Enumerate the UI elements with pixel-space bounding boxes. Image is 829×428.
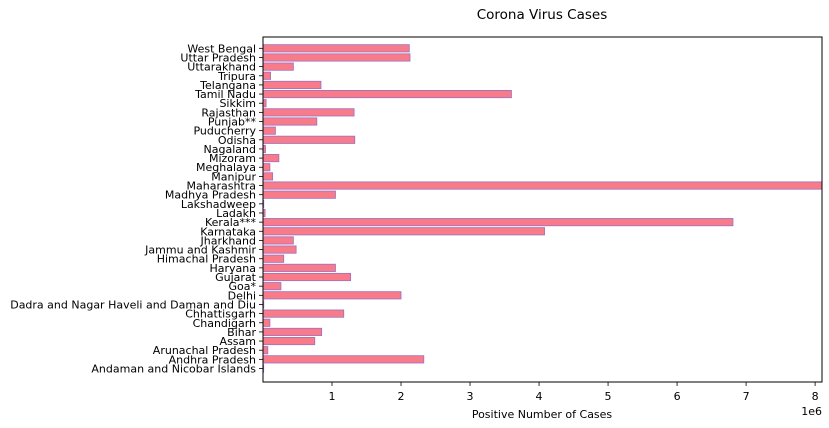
y-tick-label: Ladakh xyxy=(216,207,256,220)
y-tick-label: Bihar xyxy=(227,326,256,339)
bar xyxy=(262,172,274,181)
y-tick-label: Himachal Pradesh xyxy=(157,253,256,266)
x-axis-label: Positive Number of Cases xyxy=(472,408,613,421)
y-tick-label: Nagaland xyxy=(204,143,256,156)
bar xyxy=(262,318,271,327)
y-tick-label: West Bengal xyxy=(187,42,256,55)
x-tick-label: 3 xyxy=(467,390,474,403)
y-tick-label: Maharashtra xyxy=(187,180,257,193)
y-tick-label: Tamil Nadu xyxy=(194,88,256,101)
bar xyxy=(262,44,410,53)
y-tick-label: Jammu and Kashmir xyxy=(144,244,256,257)
y-tick-label: Assam xyxy=(220,335,256,348)
bar xyxy=(262,227,545,236)
x-tick-label: 5 xyxy=(605,390,612,403)
bar xyxy=(262,126,276,135)
chart-title: Corona Virus Cases xyxy=(477,7,608,23)
bar xyxy=(262,263,336,272)
y-tick-label: Uttarakhand xyxy=(187,61,256,74)
bar xyxy=(262,218,734,227)
y-tick-label: Puducherry xyxy=(193,125,256,138)
bar xyxy=(262,190,336,199)
bar xyxy=(262,89,512,99)
y-tick-label: Odisha xyxy=(218,134,256,147)
bar xyxy=(262,135,356,144)
plot-frame xyxy=(262,36,823,383)
x-tick-label: 8 xyxy=(812,390,819,403)
bar xyxy=(262,272,352,282)
y-tick-label: Gujarat xyxy=(215,271,257,284)
y-tick-label: Haryana xyxy=(210,262,257,275)
x-tick-label: 2 xyxy=(398,390,405,403)
y-tick-label: Rajasthan xyxy=(201,106,256,119)
y-tick-label: Arunachal Pradesh xyxy=(153,344,256,357)
bar xyxy=(262,163,271,172)
y-tick-label: Punjab** xyxy=(208,116,257,129)
y-tick-label: Chhattisgarh xyxy=(185,308,256,321)
x-tick-label: 1 xyxy=(329,390,336,403)
bar xyxy=(262,309,345,318)
y-tick-label: Mizoram xyxy=(209,152,256,165)
bar xyxy=(262,181,823,190)
bar xyxy=(262,154,280,163)
y-tick-label: Dadra and Nagar Haveli and Daman and Diu xyxy=(10,298,256,311)
y-tick-label: Karnataka xyxy=(200,225,256,238)
bar xyxy=(262,291,402,300)
y-tick-label: Kerala*** xyxy=(205,216,256,229)
y-tick-label: Sikkim xyxy=(219,97,256,110)
bar xyxy=(262,53,411,62)
bar xyxy=(262,355,425,364)
bar xyxy=(262,71,271,80)
bar xyxy=(262,245,297,254)
y-tick-label: Jharkhand xyxy=(199,234,256,247)
y-tick-label: Telangana xyxy=(199,79,256,92)
bar xyxy=(262,62,294,71)
bar xyxy=(262,254,285,263)
y-tick-label: Andhra Pradesh xyxy=(169,353,256,366)
bar xyxy=(262,108,355,117)
y-tick-label: Lakshadweep xyxy=(181,198,256,211)
bar xyxy=(262,80,322,89)
x-axis-offset-text: 1e6 xyxy=(801,405,822,418)
bar xyxy=(262,282,282,291)
x-axis-ticks: 1 2 3 4 5 6 7 8 xyxy=(329,382,819,403)
bars-group xyxy=(262,44,823,373)
x-tick-label: 4 xyxy=(536,390,543,403)
y-tick-label: Delhi xyxy=(228,289,256,302)
y-tick-label: Tripura xyxy=(217,70,256,83)
bar xyxy=(262,336,316,346)
y-tick-label: Andaman and Nicobar Islands xyxy=(91,363,256,376)
y-tick-label: Uttar Pradesh xyxy=(180,51,256,64)
y-tick-label: Meghalaya xyxy=(196,161,256,174)
y-tick-label: Chandigarh xyxy=(193,317,256,330)
x-tick-label: 6 xyxy=(674,390,681,403)
bar xyxy=(262,327,323,336)
y-tick-label: Goa* xyxy=(229,280,257,293)
x-tick-label: 7 xyxy=(743,390,750,403)
y-tick-label: Manipur xyxy=(211,170,256,183)
bar xyxy=(262,236,294,245)
y-tick-label: Madhya Pradesh xyxy=(165,189,256,202)
bar xyxy=(262,346,269,355)
bar xyxy=(262,117,318,126)
